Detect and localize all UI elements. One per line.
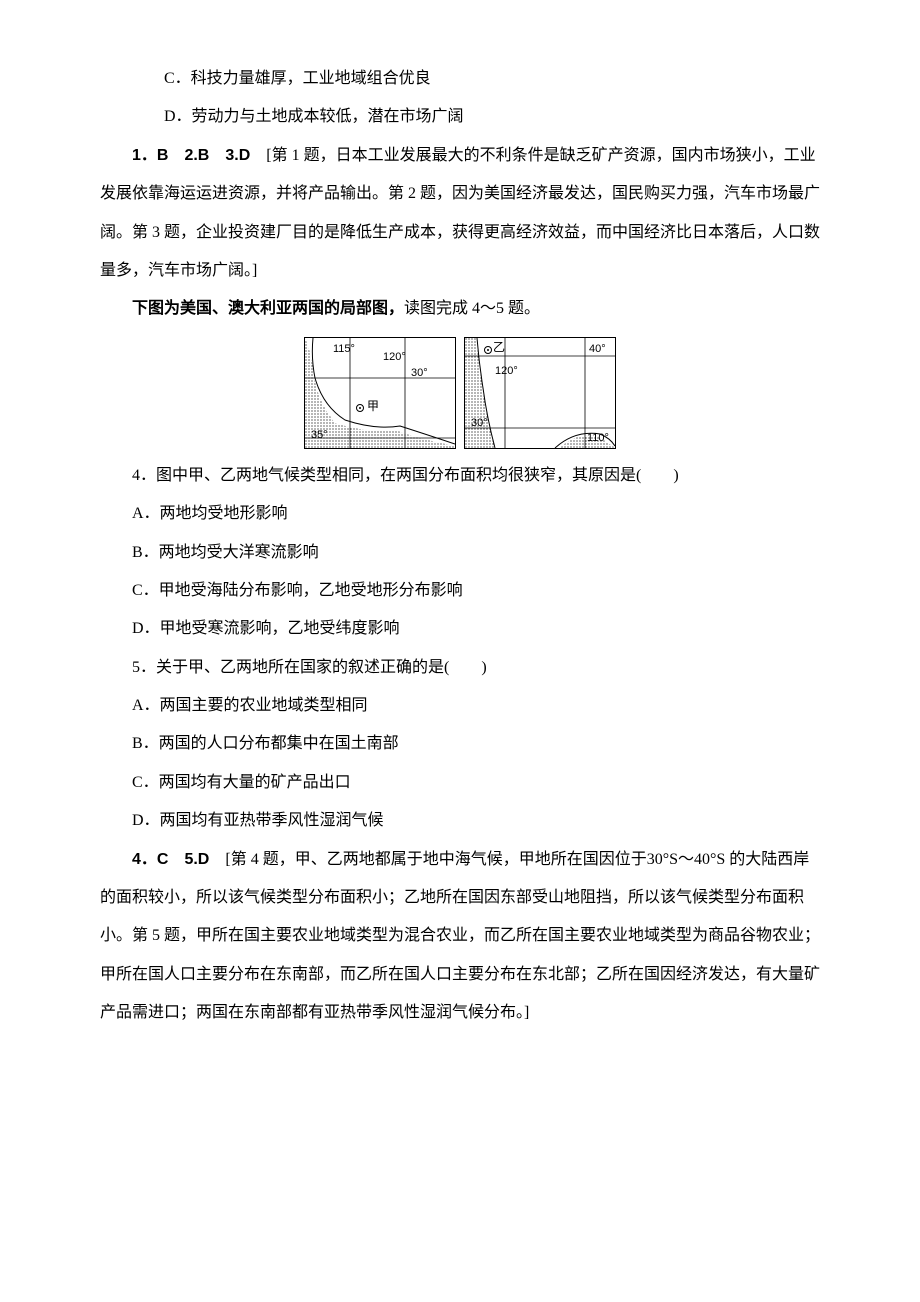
map-a-city: 甲 [367, 400, 379, 412]
map-a-lat2: 35° [311, 430, 328, 441]
map-b-lat2: 30° [471, 418, 488, 429]
q4-option-b: B．两地均受大洋寒流影响 [100, 534, 820, 572]
intro-rest: 读图完成 4～5 题。 [404, 300, 540, 317]
map-australia: 115° 120° 30° 35° 甲 [304, 337, 456, 449]
answer-prefix: 1．B 2.B 3.D [132, 147, 266, 164]
q4-option-c: C．甲地受海陆分布影响，乙地受地形分布影响 [100, 572, 820, 610]
map-a-lat1: 30° [411, 368, 428, 379]
answer-body: [第 1 题，日本工业发展最大的不利条件是缺乏矿产资源，国内市场狭小，工业发展依… [100, 147, 820, 279]
intro-bold: 下图为美国、澳大利亚两国的局部图， [132, 300, 404, 317]
q5-option-d: D．两国均有亚热带季风性湿润气候 [100, 802, 820, 840]
q5-stem: 5．关于甲、乙两地所在国家的叙述正确的是( ) [100, 649, 820, 687]
map-b-lon1: 120° [495, 366, 518, 377]
q5-option-a: A．两国主要的农业地域类型相同 [100, 687, 820, 725]
figure-container: 115° 120° 30° 35° 甲 [100, 337, 820, 449]
map-b-city: 乙 [493, 341, 505, 353]
option-line: D．劳动力与土地成本较低，潜在市场广阔 [100, 98, 820, 136]
q4-stem: 4．图中甲、乙两地气候类型相同，在两国分布面积均很狭窄，其原因是( ) [100, 457, 820, 495]
answer2-prefix: 4．C 5.D [132, 851, 225, 868]
q4-option-d: D．甲地受寒流影响，乙地受纬度影响 [100, 610, 820, 648]
map-a-lon2: 120° [383, 352, 406, 363]
map-b-lon2: 110° [587, 433, 609, 444]
answer-block-2: 4．C 5.D [第 4 题，甲、乙两地都属于地中海气候，甲地所在国因位于30°… [100, 841, 820, 1033]
map-usa: 乙 40° 120° 30° 110° [464, 337, 616, 449]
q4-option-a: A．两地均受地形影响 [100, 495, 820, 533]
question-intro: 下图为美国、澳大利亚两国的局部图，读图完成 4～5 题。 [100, 290, 820, 328]
q5-option-b: B．两国的人口分布都集中在国土南部 [100, 725, 820, 763]
map-b-lat1: 40° [589, 344, 606, 355]
map-a-lon1: 115° [333, 344, 355, 355]
option-line: C．科技力量雄厚，工业地域组合优良 [100, 60, 820, 98]
q5-option-c: C．两国均有大量的矿产品出口 [100, 764, 820, 802]
answer2-body: [第 4 题，甲、乙两地都属于地中海气候，甲地所在国因位于30°S～40°S 的… [100, 851, 820, 1022]
answer-block-1: 1．B 2.B 3.D [第 1 题，日本工业发展最大的不利条件是缺乏矿产资源，… [100, 137, 820, 291]
